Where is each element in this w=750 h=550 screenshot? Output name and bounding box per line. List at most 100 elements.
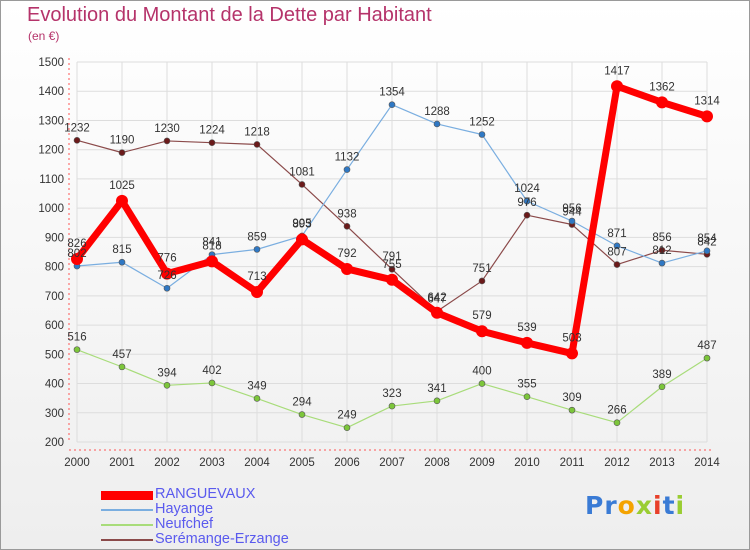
logo-letter: r xyxy=(604,491,618,520)
data-point xyxy=(523,393,531,400)
data-point xyxy=(478,277,486,285)
data-label: 755 xyxy=(382,259,401,271)
data-label: 791 xyxy=(382,251,401,263)
data-point xyxy=(206,255,218,268)
data-point xyxy=(343,424,351,431)
data-label: 751 xyxy=(472,263,491,275)
data-point xyxy=(658,246,666,254)
chart-unit: (en €) xyxy=(28,29,60,43)
data-point xyxy=(388,402,396,410)
data-point xyxy=(298,411,306,418)
data-point xyxy=(566,347,578,360)
series-ranguevaux xyxy=(71,80,713,360)
data-point xyxy=(296,233,308,246)
data-label: 539 xyxy=(517,322,536,334)
data-label: 309 xyxy=(562,392,581,404)
data-point xyxy=(613,419,621,427)
data-point xyxy=(523,197,531,205)
data-point xyxy=(478,131,486,138)
legend-label: Hayange xyxy=(155,501,214,517)
data-label: 266 xyxy=(607,405,626,417)
series-neufchef xyxy=(73,346,711,431)
data-label: 842 xyxy=(697,236,716,248)
data-label: 944 xyxy=(562,207,582,219)
legend-swatch xyxy=(101,524,153,526)
legend-label: Serémange-Erzange xyxy=(155,531,289,547)
data-point xyxy=(163,137,171,145)
data-label: 893 xyxy=(292,218,311,230)
x-tick-label: 2011 xyxy=(560,457,585,469)
x-tick-label: 2008 xyxy=(424,457,450,469)
x-tick-label: 2002 xyxy=(154,457,180,469)
data-label: 1417 xyxy=(604,65,630,77)
data-label: 355 xyxy=(517,379,536,391)
y-tick-label: 1200 xyxy=(38,145,64,157)
data-point xyxy=(343,222,351,230)
data-label: 807 xyxy=(607,247,626,259)
data-label: 503 xyxy=(562,332,581,344)
data-label: 854 xyxy=(697,233,717,245)
data-point xyxy=(703,354,711,362)
y-tick-label: 900 xyxy=(45,232,64,244)
data-label: 341 xyxy=(427,383,446,395)
y-tick-label: 1100 xyxy=(39,174,64,186)
logo-letter: o xyxy=(617,491,636,520)
data-label: 976 xyxy=(517,197,536,209)
data-point xyxy=(163,381,171,389)
data-point xyxy=(253,246,261,253)
data-point xyxy=(658,383,666,391)
y-tick-label: 1000 xyxy=(38,203,64,215)
x-tick-label: 2001 xyxy=(109,457,135,469)
data-point xyxy=(116,194,128,207)
x-tick-label: 2006 xyxy=(334,457,360,469)
legend-item-neufchef: Neufchef xyxy=(101,517,421,532)
data-label: 1252 xyxy=(469,116,495,128)
y-tick-label: 500 xyxy=(45,349,64,361)
data-label: 323 xyxy=(382,388,401,400)
data-point xyxy=(386,273,398,286)
logo-letter: t xyxy=(662,491,676,520)
legend-label: RANGUEVAUX xyxy=(155,486,256,502)
data-point xyxy=(253,141,261,148)
data-label: 1025 xyxy=(109,180,135,192)
legend-label: Neufchef xyxy=(155,516,214,532)
data-point xyxy=(388,265,396,273)
data-label: 394 xyxy=(157,367,177,379)
data-label: 905 xyxy=(292,218,311,230)
y-tick-label: 400 xyxy=(45,379,64,391)
data-label: 1081 xyxy=(289,166,315,178)
data-label: 792 xyxy=(337,248,356,260)
y-tick-label: 1400 xyxy=(38,86,64,98)
x-tick-label: 2009 xyxy=(469,457,495,469)
legend-swatch xyxy=(101,509,153,511)
data-label: 1314 xyxy=(694,95,720,107)
data-label: 579 xyxy=(472,310,491,322)
data-label: 856 xyxy=(652,232,671,244)
x-tick-label: 2007 xyxy=(379,457,405,469)
data-point xyxy=(478,380,486,387)
data-point xyxy=(208,379,216,387)
data-label: 776 xyxy=(157,253,176,265)
y-tick-label: 800 xyxy=(45,262,64,274)
data-point xyxy=(298,181,306,188)
data-label: 818 xyxy=(202,240,221,252)
data-point xyxy=(523,211,531,219)
data-label: 647 xyxy=(427,293,446,305)
y-tick-label: 700 xyxy=(45,291,64,303)
data-label: 1024 xyxy=(514,183,540,195)
data-point xyxy=(613,242,621,250)
data-point xyxy=(161,267,173,280)
data-point xyxy=(703,247,711,255)
data-label: 1132 xyxy=(335,152,360,164)
y-tick-label: 1300 xyxy=(38,115,64,127)
data-label: 859 xyxy=(247,231,266,243)
data-label: 726 xyxy=(157,270,176,282)
legend-swatch xyxy=(101,539,153,541)
data-point xyxy=(433,120,441,128)
data-label: 1354 xyxy=(379,87,405,99)
x-tick-label: 2005 xyxy=(289,457,315,469)
data-point xyxy=(71,253,83,266)
y-tick-label: 200 xyxy=(45,437,64,449)
